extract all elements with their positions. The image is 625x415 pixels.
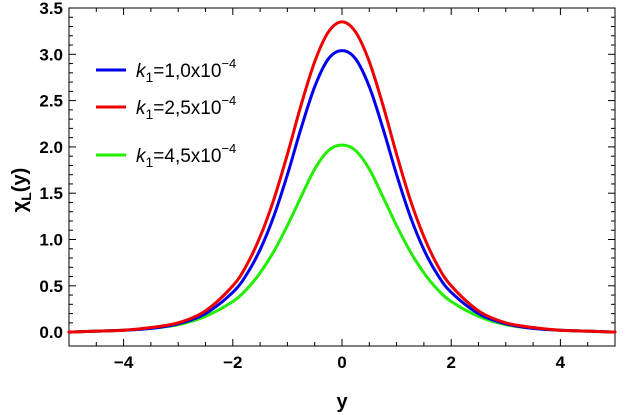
y-axis-title-symbol: χ (9, 200, 31, 212)
y-tick-label: 0.0 (39, 323, 63, 342)
legend-label-3: k1=4,5x10−4 (136, 141, 236, 170)
x-tick-label: −4 (114, 353, 134, 372)
x-axis-ticks: −4 −2 0 2 4 (68, 8, 616, 372)
x-tick-label: 2 (446, 353, 455, 372)
legend-label-1: k1=1,0x10−4 (136, 56, 236, 85)
y-tick-label: 3.0 (39, 45, 63, 64)
y-tick-label: 0.5 (39, 277, 63, 296)
x-tick-label: 0 (337, 353, 346, 372)
y-axis-title-subscript: L (18, 192, 34, 201)
x-tick-label: 4 (556, 353, 566, 372)
y-tick-label: 2.0 (39, 138, 63, 157)
y-tick-label: 1.0 (39, 231, 63, 250)
y-axis-title: χL(y) (9, 168, 34, 213)
series-line-3 (67, 143, 617, 334)
legend-label-2: k1=2,5x10−4 (136, 93, 236, 122)
y-axis-title-argument: (y) (9, 168, 31, 192)
legend: k1=1,0x10−4 k1=2,5x10−4 k1=4,5x10−4 (96, 56, 236, 170)
y-tick-label: 1.5 (39, 184, 63, 203)
y-tick-label: 3.5 (39, 0, 63, 18)
series-lines (67, 20, 617, 334)
series-line-2 (67, 20, 617, 334)
y-axis-ticks: 0.0 0.5 1.0 1.5 2.0 2.5 3.0 3.5 (39, 0, 615, 342)
x-axis-title: y (336, 391, 348, 413)
series-line-1 (67, 49, 617, 334)
y-tick-label: 2.5 (39, 92, 63, 111)
x-tick-label: −2 (223, 353, 242, 372)
